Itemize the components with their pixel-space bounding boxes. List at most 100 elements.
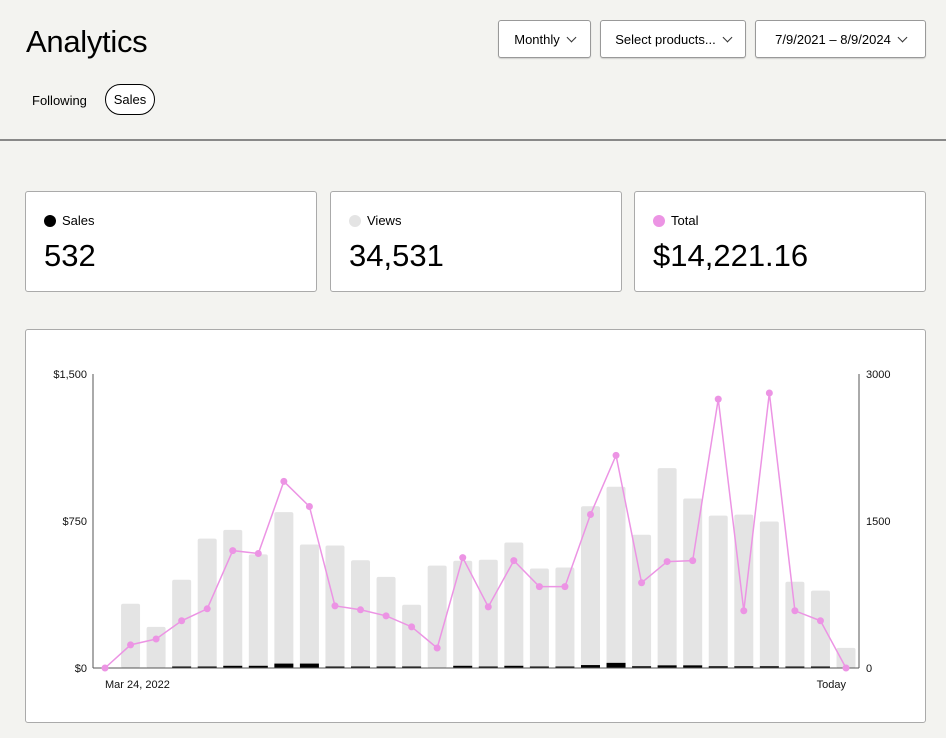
chart-svg: $1,500 $750 $0 3000 1500 0 Mar 24, 2022 … (53, 369, 890, 691)
views-bar (708, 515, 728, 668)
chevron-down-icon (722, 32, 733, 42)
total-point (203, 605, 211, 613)
views-bar (376, 576, 396, 668)
total-point (586, 511, 594, 519)
total-point (254, 550, 262, 558)
views-bar (299, 544, 319, 668)
total-point (663, 558, 671, 566)
stat-label: Sales (62, 213, 95, 228)
views-bar (683, 498, 703, 668)
total-legend-dot-icon (653, 214, 665, 227)
stat-card-views: Views 34,531 (330, 191, 622, 292)
tab-sales[interactable]: Sales (105, 84, 155, 115)
total-point (433, 644, 441, 652)
sales-bar (299, 663, 319, 668)
sales-bar (683, 665, 703, 668)
views-bar (632, 534, 652, 668)
views-legend-dot-icon (349, 214, 361, 227)
x-end-label: Today (817, 679, 847, 691)
left-tick-label: $0 (75, 663, 87, 675)
sales-bar (632, 666, 652, 668)
total-point (510, 557, 518, 565)
sales-bar (606, 662, 626, 668)
sales-bar (708, 666, 728, 668)
views-bar (197, 538, 217, 668)
sales-bar (172, 666, 192, 668)
x-start-label: Mar 24, 2022 (105, 679, 170, 691)
chevron-down-icon (897, 32, 908, 42)
total-point (408, 623, 416, 631)
sales-bar (529, 666, 549, 668)
views-bar (274, 512, 294, 668)
total-point (178, 617, 186, 625)
total-point (714, 395, 722, 403)
total-point (612, 451, 620, 459)
sales-bar (810, 666, 830, 668)
sales-legend-dot-icon (44, 214, 56, 227)
total-point (331, 602, 339, 610)
total-point (816, 617, 824, 625)
total-point (535, 583, 543, 591)
date-range-value: 7/9/2021 – 8/9/2024 (775, 31, 891, 47)
chevron-down-icon (566, 32, 577, 42)
views-bar (580, 506, 600, 668)
stat-label: Views (367, 213, 402, 228)
total-point (101, 664, 109, 672)
products-select[interactable]: Select products... (600, 20, 746, 58)
views-bar (836, 647, 856, 668)
total-point (459, 554, 467, 562)
total-point (484, 603, 492, 611)
total-point (765, 389, 773, 397)
header-divider (0, 139, 946, 141)
total-point (842, 664, 850, 672)
views-bar (223, 529, 243, 668)
views-bar (810, 590, 830, 668)
total-point (305, 502, 313, 510)
sales-bar (223, 665, 243, 668)
sales-bar (580, 665, 600, 668)
right-tick-label: 1500 (866, 516, 890, 528)
total-point (740, 607, 748, 615)
total-point (127, 641, 135, 649)
sales-bar (351, 666, 371, 668)
views-bar (529, 568, 549, 668)
views-bar (146, 626, 166, 668)
date-range-select[interactable]: 7/9/2021 – 8/9/2024 (755, 20, 926, 58)
views-bar (402, 604, 422, 668)
page-title: Analytics (26, 24, 148, 59)
sales-bar (325, 666, 345, 668)
stat-card-sales: Sales 532 (25, 191, 317, 292)
views-bar (734, 514, 754, 668)
total-point (229, 547, 237, 555)
total-line (104, 392, 847, 669)
total-point (638, 579, 646, 587)
views-bar (504, 542, 524, 668)
left-tick-label: $1,500 (53, 369, 87, 381)
sales-bar (402, 666, 422, 668)
period-select[interactable]: Monthly (498, 20, 591, 58)
stat-value: 532 (44, 238, 96, 273)
stat-value: $14,221.16 (653, 238, 809, 273)
views-bar (555, 567, 575, 668)
sales-bar (248, 665, 268, 668)
views-bar (759, 521, 779, 668)
analytics-chart: $1,500 $750 $0 3000 1500 0 Mar 24, 2022 … (25, 329, 926, 723)
views-bar (351, 560, 371, 668)
total-point (382, 612, 390, 620)
sales-bar (478, 666, 498, 668)
right-tick-label: 0 (866, 663, 872, 675)
total-point (280, 477, 288, 485)
sales-bar (657, 665, 677, 668)
views-bar (121, 603, 141, 668)
right-tick-label: 3000 (866, 369, 890, 381)
sales-bar (453, 665, 473, 668)
views-bar (427, 565, 447, 668)
sales-bar (759, 666, 779, 668)
stat-label: Total (671, 213, 699, 228)
total-point (561, 583, 569, 591)
views-bar (606, 486, 626, 668)
tab-following[interactable]: Following (32, 93, 87, 108)
stat-card-total: Total $14,221.16 (634, 191, 926, 292)
products-select-placeholder: Select products... (615, 31, 716, 47)
views-bar (785, 581, 805, 668)
